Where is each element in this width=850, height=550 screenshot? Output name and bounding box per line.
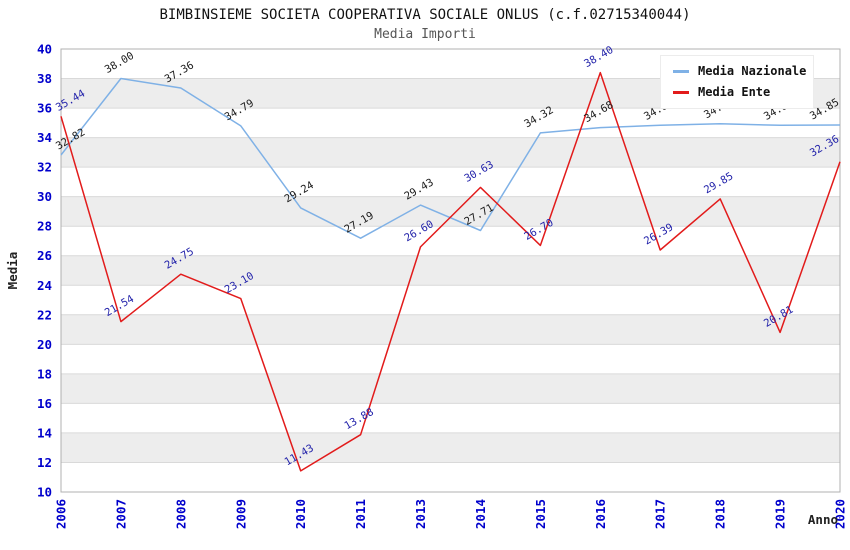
y-tick-label: 34 bbox=[37, 130, 52, 145]
legend-item-media-ente: Media Ente bbox=[661, 81, 813, 102]
plot-band bbox=[61, 255, 840, 286]
y-tick-label: 26 bbox=[37, 248, 52, 263]
y-tick-label: 36 bbox=[37, 101, 52, 116]
y-tick-label: 10 bbox=[37, 485, 52, 500]
x-tick-label: 2019 bbox=[773, 499, 788, 529]
x-axis-title: Anno bbox=[808, 512, 838, 527]
plot-band bbox=[61, 314, 840, 345]
x-tick-label: 2015 bbox=[533, 499, 548, 529]
x-tick-label: 2007 bbox=[113, 499, 128, 529]
y-tick-label: 32 bbox=[37, 160, 52, 175]
x-tick-label: 2008 bbox=[173, 499, 188, 529]
x-tick-label: 2016 bbox=[593, 499, 608, 529]
legend-item-media-nazionale: Media Nazionale bbox=[661, 60, 813, 81]
chart-subtitle: Media Importi bbox=[374, 27, 476, 42]
x-tick-label: 2011 bbox=[353, 499, 368, 529]
x-tick-label: 2006 bbox=[54, 499, 69, 529]
x-tick-label: 2013 bbox=[413, 499, 428, 529]
x-tick-label: 2018 bbox=[713, 499, 728, 529]
y-tick-label: 12 bbox=[37, 455, 52, 470]
plot-band bbox=[61, 196, 840, 227]
y-tick-label: 30 bbox=[37, 189, 52, 204]
y-tick-label: 16 bbox=[37, 396, 52, 411]
y-tick-label: 20 bbox=[37, 337, 52, 352]
chart-title: BIMBINSIEME SOCIETA COOPERATIVA SOCIALE … bbox=[159, 7, 691, 23]
y-tick-label: 22 bbox=[37, 307, 52, 322]
y-tick-label: 18 bbox=[37, 366, 52, 381]
x-tick-label: 2014 bbox=[473, 499, 488, 529]
y-tick-label: 38 bbox=[37, 71, 52, 86]
x-tick-label: 2017 bbox=[653, 499, 668, 529]
plot-band bbox=[61, 373, 840, 404]
x-tick-label: 2020 bbox=[833, 499, 848, 529]
series-line-media-ente bbox=[60, 71, 841, 472]
plot-band bbox=[61, 432, 840, 463]
legend-label: Media Ente bbox=[698, 85, 771, 99]
y-tick-label: 14 bbox=[37, 425, 52, 440]
x-tick-label: 2010 bbox=[293, 499, 308, 529]
media-nazionale-line-swatch-icon bbox=[673, 69, 689, 73]
media-ente-line-swatch-icon bbox=[673, 90, 689, 94]
y-tick-label: 40 bbox=[37, 42, 52, 57]
chart-legend: Media Nazionale Media Ente bbox=[660, 55, 814, 109]
plot-band bbox=[61, 137, 840, 168]
x-tick-label: 2009 bbox=[233, 499, 248, 529]
y-tick-label: 24 bbox=[37, 278, 52, 293]
legend-label: Media Nazionale bbox=[698, 64, 807, 78]
y-tick-label: 28 bbox=[37, 219, 52, 234]
plot-frame bbox=[60, 48, 841, 493]
y-axis-title: Media bbox=[5, 252, 20, 290]
